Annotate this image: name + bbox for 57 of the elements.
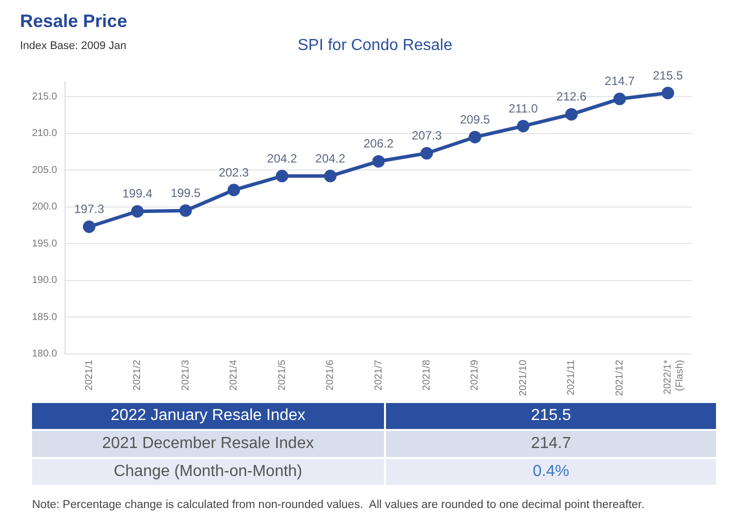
data-label: 199.5 (170, 186, 201, 200)
data-label: 204.2 (315, 151, 346, 166)
y-tick-label: 195.0 (32, 238, 58, 250)
text: 2022 January Resale Index (32, 403, 384, 429)
point (131, 205, 144, 218)
x-tick-label: 2022/1* (Flash) (662, 360, 686, 394)
chart-title: SPI for Condo Resale (298, 37, 452, 54)
y-tick-label: 200.0 (32, 202, 58, 213)
text: Note: Percentage change is calculated from non-rounded values. All values are rounded to one decimal point thereafter. (32, 499, 646, 511)
point (324, 170, 337, 182)
point (662, 86, 674, 100)
data-label: 214.7 (604, 74, 635, 88)
x-tick-label: 2021/8 (421, 359, 432, 390)
y-tick-label: 205.0 (32, 164, 58, 176)
data-label: 197.3 (74, 202, 104, 216)
data-label: 204.2 (267, 151, 298, 166)
x-tick-label: 2021/5 (276, 359, 288, 390)
text: 215.5 (386, 403, 716, 429)
data-label: 206.2 (363, 136, 394, 151)
point (516, 120, 530, 132)
y-tick-label: 185.0 (32, 312, 58, 323)
point (228, 184, 240, 196)
x-tick-label: 2021/7 (373, 359, 384, 390)
y-tick-label: 215.0 (32, 91, 58, 102)
point (276, 170, 288, 182)
point (179, 204, 192, 217)
data-label: 202.3 (218, 165, 250, 180)
x-tick-label: 2021/3 (180, 359, 192, 390)
x-tick-label: 2021/2 (132, 359, 144, 390)
text: Change (Month-on-Month) (32, 459, 384, 485)
x-tick-label: 2021/9 (470, 359, 481, 390)
x-tick-label: 2021/12 (614, 359, 626, 396)
text: Resale Price (20, 10, 128, 33)
point (468, 130, 482, 144)
data-label: 211.0 (508, 101, 538, 116)
x-tick-label: 2021/1 (84, 359, 95, 390)
y-tick-label: 210.0 (32, 128, 58, 140)
data-label: 215.5 (652, 68, 684, 82)
x-tick-label: 2021/6 (325, 359, 336, 390)
text: 0.4% (386, 459, 716, 485)
text: 214.7 (386, 431, 716, 457)
x-tick-label: 2021/10 (518, 359, 529, 396)
text: Index Base: 2009 Jan (20, 40, 128, 52)
y-tick-label: 190.0 (32, 275, 58, 286)
point (82, 220, 96, 233)
y-tick-label: 180.0 (32, 348, 58, 360)
point (565, 108, 578, 121)
data-label: 199.4 (122, 186, 153, 201)
point (613, 92, 626, 106)
point (372, 155, 385, 168)
data-label: 209.5 (460, 112, 490, 126)
data-label: 212.6 (556, 90, 587, 104)
text: 2021 December Resale Index (32, 431, 384, 457)
data-label: 207.3 (412, 128, 442, 143)
point (420, 147, 433, 160)
x-tick-label: 2021/4 (228, 359, 240, 390)
x-tick-label: 2021/11 (566, 359, 578, 396)
